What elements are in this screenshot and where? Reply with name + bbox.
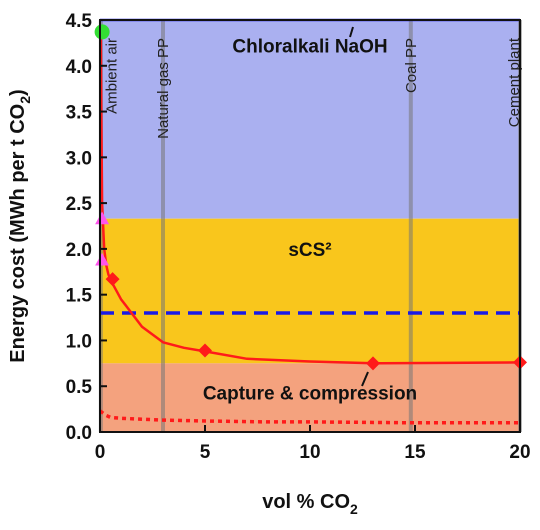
- diamond-marker-3: [366, 356, 380, 371]
- regions-layer: [100, 20, 520, 432]
- ticks-layer: 0 5 10 15 20 0.0 0.5 1.0 1.5 2.0 2.5 3.0 3.5 4.0 4.5: [66, 11, 531, 463]
- y-tick-label-3: 1.0: [66, 331, 92, 352]
- source-label-3: Coal PP: [403, 38, 420, 93]
- y-tick-label-5: 2.0: [66, 240, 92, 261]
- series-line-2: [98, 409, 520, 425]
- x-tick-label-1: 0: [95, 442, 106, 463]
- region-label-2: sCS²: [288, 240, 331, 261]
- series-line-1: [99, 29, 521, 365]
- diamond-marker-2: [198, 343, 212, 358]
- source-label-2: Natural gas PP: [155, 38, 172, 139]
- y-tick-label-1: 0.0: [66, 423, 92, 444]
- y-tick-label-7: 3.0: [66, 148, 92, 169]
- diamond-marker-1: [105, 272, 120, 287]
- x-axis-title-sub: 2: [350, 501, 358, 517]
- region-3: [100, 363, 520, 432]
- x-axis-title: vol % CO2: [262, 491, 358, 517]
- region-label-leader-1: [349, 26, 354, 38]
- region-label-1: Chloralkali NaOH: [232, 37, 387, 58]
- region-2: [100, 218, 520, 364]
- x-tick-label-4: 15: [404, 442, 426, 463]
- labels-layer: Chloralkali NaOH sCS² Capture & compressio…: [104, 26, 523, 405]
- x-tick-label-2: 5: [200, 442, 211, 463]
- x-tick-label-5: 20: [509, 442, 530, 463]
- source-label-4: Cement plant: [506, 37, 523, 127]
- y-tick-label-2: 0.5: [66, 377, 93, 398]
- triangle-marker-1: [95, 211, 110, 225]
- y-axis-title-sub: 2: [17, 96, 33, 104]
- region-1: [100, 20, 520, 219]
- y-axis-title-close: ): [7, 89, 29, 96]
- x-tick-label-3: 10: [299, 442, 320, 463]
- region-label-3: Capture & compression: [203, 384, 417, 405]
- y-tick-label-9: 4.0: [66, 57, 92, 78]
- series-layer: [98, 29, 521, 425]
- triangle-marker-2: [95, 252, 110, 266]
- circle-marker-1: [94, 24, 110, 40]
- y-tick-label-4: 1.5: [66, 286, 93, 307]
- y-tick-label-6: 2.5: [66, 194, 93, 215]
- y-tick-label-8: 3.5: [66, 103, 93, 124]
- y-axis-title-main: Energy cost (MWh per t CO: [7, 104, 29, 363]
- y-axis-title: Energy cost (MWh per t CO2): [7, 89, 33, 362]
- x-axis-title-main: vol % CO: [262, 491, 350, 513]
- source-label-1: Ambient air: [104, 38, 121, 114]
- y-tick-label-10: 4.5: [66, 11, 93, 32]
- region-label-leader-3: [361, 371, 369, 387]
